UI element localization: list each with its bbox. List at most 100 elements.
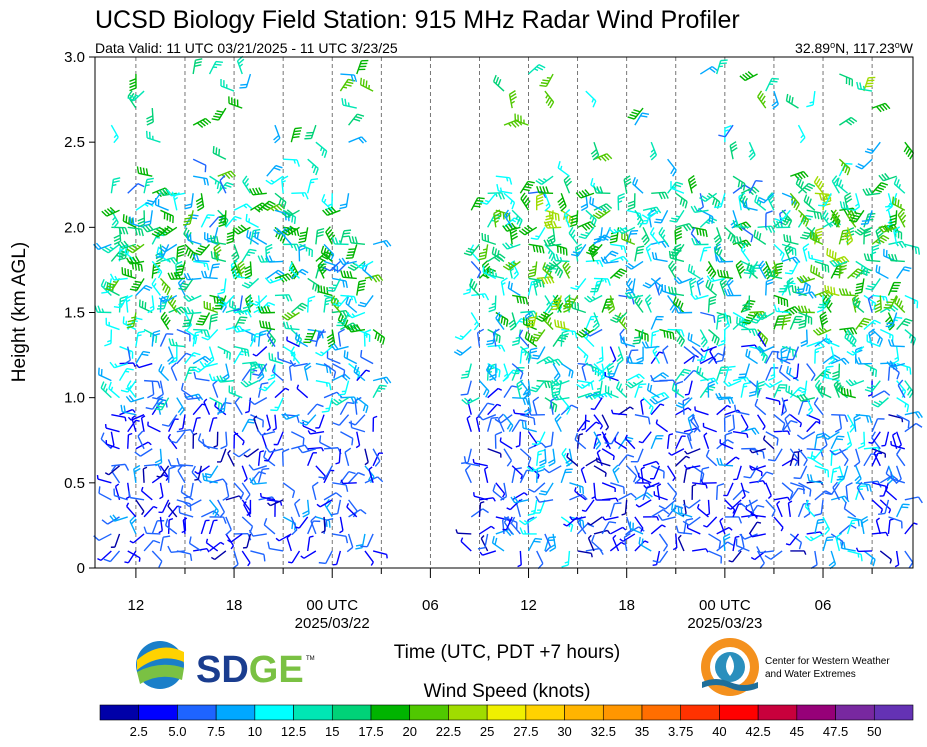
wind-barb bbox=[871, 182, 889, 194]
wind-barb bbox=[796, 431, 816, 440]
wind-barb bbox=[176, 328, 191, 342]
wind-barb bbox=[192, 363, 210, 373]
wind-barb bbox=[885, 193, 893, 212]
wind-barb bbox=[478, 402, 495, 416]
wind-barb bbox=[193, 328, 211, 338]
wind-barb bbox=[785, 533, 800, 546]
wind-barb bbox=[715, 255, 734, 263]
wind-barb bbox=[241, 482, 251, 501]
wind-barb bbox=[717, 329, 726, 347]
wind-barb bbox=[602, 516, 619, 521]
wind-barb bbox=[480, 192, 497, 205]
wind-barb bbox=[785, 93, 799, 109]
wind-barb bbox=[323, 260, 341, 272]
wind-barb bbox=[617, 454, 635, 467]
wind-barb bbox=[626, 373, 645, 382]
station-coordinates: 32.89oN, 117.23oW bbox=[795, 40, 914, 56]
wind-barb bbox=[790, 550, 807, 555]
wind-barb bbox=[218, 210, 227, 228]
wind-barb bbox=[632, 177, 644, 194]
wind-barb bbox=[708, 533, 722, 549]
wind-barb bbox=[593, 465, 607, 477]
wind-barb bbox=[593, 414, 604, 430]
colorbar-label: 40 bbox=[712, 724, 726, 739]
wind-barb bbox=[735, 538, 750, 552]
wind-barb bbox=[126, 312, 137, 329]
y-tick-label: 1.5 bbox=[64, 305, 85, 322]
wind-barb bbox=[263, 450, 276, 467]
wind-barb bbox=[207, 227, 219, 243]
wind-barb bbox=[809, 231, 824, 245]
wind-barb bbox=[147, 421, 161, 433]
wind-barb bbox=[291, 431, 305, 446]
wind-barb bbox=[159, 482, 164, 500]
wind-barb bbox=[491, 535, 505, 552]
colorbar-label: 3.75 bbox=[668, 724, 693, 739]
wind-barb bbox=[642, 277, 660, 289]
wind-barb bbox=[268, 352, 284, 365]
wind-barb bbox=[125, 294, 133, 313]
wind-barb bbox=[732, 376, 752, 384]
wind-barb bbox=[110, 124, 119, 144]
wind-barb bbox=[306, 295, 316, 313]
wind-barb bbox=[321, 397, 333, 413]
wind-barb bbox=[883, 295, 898, 309]
wind-barb bbox=[716, 457, 734, 467]
wind-barb bbox=[233, 316, 248, 330]
wind-barb bbox=[214, 295, 227, 310]
wind-barb bbox=[610, 526, 627, 535]
wind-barb bbox=[477, 533, 489, 550]
wind-barb bbox=[364, 274, 384, 283]
wind-barb bbox=[650, 403, 665, 416]
y-tick-label: 3.0 bbox=[64, 49, 85, 66]
wind-barb bbox=[667, 465, 676, 482]
wind-barb bbox=[636, 346, 644, 364]
wind-barb bbox=[610, 482, 625, 494]
wind-barb bbox=[754, 398, 767, 416]
wind-barb bbox=[460, 537, 472, 552]
wind-barb bbox=[783, 234, 799, 246]
wind-barb bbox=[854, 278, 865, 295]
wind-barb bbox=[623, 175, 632, 194]
wind-barb bbox=[98, 486, 112, 501]
wind-barb bbox=[843, 227, 854, 246]
wind-barb bbox=[511, 261, 520, 280]
wind-barb bbox=[675, 435, 686, 450]
colorbar-swatch bbox=[719, 704, 759, 721]
wind-barb bbox=[356, 59, 369, 75]
wind-barb bbox=[766, 268, 783, 280]
wind-barb bbox=[719, 517, 726, 535]
chart-title: UCSD Biology Field Station: 915 MHz Rada… bbox=[95, 6, 740, 34]
wind-barb bbox=[295, 516, 309, 529]
wind-barb bbox=[477, 414, 497, 421]
wind-barb bbox=[323, 363, 337, 379]
wind-barb bbox=[804, 533, 824, 542]
wind-barb bbox=[193, 243, 211, 256]
wind-barb bbox=[758, 260, 767, 279]
wind-barb bbox=[110, 533, 121, 548]
wind-barb bbox=[623, 532, 631, 552]
wind-barb bbox=[610, 409, 627, 416]
wind-barb bbox=[109, 514, 128, 522]
wind-barb bbox=[642, 397, 654, 415]
wind-barb bbox=[147, 380, 155, 399]
wind-barb bbox=[592, 312, 600, 331]
wind-barb bbox=[617, 192, 625, 211]
wind-barb bbox=[271, 364, 284, 382]
wind-barb bbox=[642, 206, 662, 215]
wind-barb bbox=[690, 293, 709, 300]
wind-barb bbox=[488, 268, 505, 280]
wind-barb bbox=[807, 448, 824, 461]
wind-barb bbox=[528, 261, 538, 278]
wind-barb bbox=[294, 498, 301, 518]
wind-barb bbox=[606, 295, 616, 314]
wind-barb bbox=[860, 515, 869, 535]
wind-barb bbox=[798, 291, 817, 299]
wind-barb bbox=[267, 541, 284, 552]
wind-barb bbox=[560, 397, 571, 415]
wind-barb bbox=[241, 550, 251, 567]
wind-barb bbox=[521, 421, 537, 433]
wind-barb bbox=[718, 124, 734, 138]
wind-barb bbox=[531, 431, 546, 446]
wind-barb bbox=[250, 294, 268, 306]
